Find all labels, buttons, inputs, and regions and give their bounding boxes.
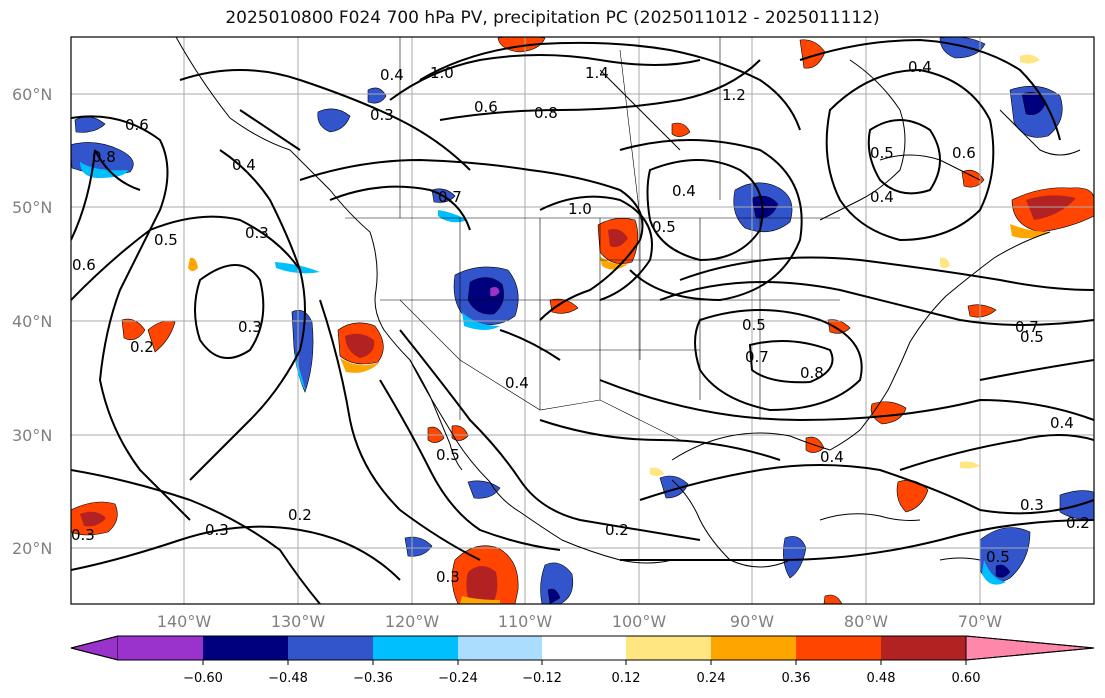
contour-label: 1.4	[585, 64, 609, 82]
lat-label: 30°N	[12, 426, 52, 445]
contour-label: 0.5	[870, 144, 894, 162]
colorbar-segment	[288, 636, 373, 660]
colorbar-tick-label: −0.60	[183, 671, 223, 686]
contour-label: 0.5	[986, 548, 1010, 566]
colorbar: −0.60 −0.48 −0.36 −0.24 −0.12 0.12 0.24 …	[70, 635, 1095, 686]
contour-label: 0.6	[952, 144, 976, 162]
contour-label: 1.0	[568, 200, 592, 218]
contour-label: 1.0	[430, 64, 454, 82]
colorbar-tick-label: −0.48	[268, 671, 308, 686]
map-frame	[70, 36, 1095, 605]
colorbar-tick-label: 0.12	[612, 671, 641, 686]
contour-label: 0.2	[288, 506, 312, 524]
contour-label: 0.8	[534, 104, 558, 122]
contour-label: 0.3	[370, 106, 394, 124]
colorbar-segment	[626, 636, 711, 660]
map-title: 2025010800 F024 700 hPa PV, precipitatio…	[225, 8, 880, 28]
colorbar-tick-label: −0.12	[522, 671, 562, 686]
contour-label: 0.6	[125, 116, 149, 134]
lon-label: 70°W	[958, 612, 1002, 631]
graticule	[71, 37, 1094, 604]
contour-label: 0.3	[1020, 496, 1044, 514]
colorbar-segment	[458, 636, 542, 660]
latitude-labels: 60°N 50°N 40°N 30°N 20°N	[12, 85, 52, 558]
colorbar-segment	[711, 636, 796, 660]
contour-label: 0.3	[238, 318, 262, 336]
contour-label: 0.7	[745, 348, 769, 366]
lon-label: 100°W	[612, 612, 667, 631]
colorbar-segment	[542, 636, 626, 660]
colorbar-tick-label: 0.48	[867, 671, 896, 686]
colorbar-extend-high	[965, 635, 1095, 661]
precip-shading	[71, 37, 1094, 604]
lon-label: 80°W	[844, 612, 888, 631]
colorbar-segment	[373, 636, 458, 660]
contour-label: 0.7	[438, 188, 462, 206]
contour-label: 0.6	[72, 256, 96, 274]
colorbar-tick-label: −0.36	[353, 671, 393, 686]
lon-label: 140°W	[157, 612, 212, 631]
contour-label: 0.6	[474, 98, 498, 116]
contour-label: 0.2	[605, 521, 629, 539]
lon-label: 110°W	[498, 612, 553, 631]
contour-label: 0.4	[232, 156, 256, 174]
contour-label: 0.7	[1015, 318, 1039, 336]
contour-label: 1.2	[722, 86, 746, 104]
lat-label: 20°N	[12, 539, 52, 558]
colorbar-tick-label: 0.36	[782, 671, 811, 686]
contour-label: 0.2	[1066, 514, 1090, 532]
colorbar-extend-low	[70, 635, 119, 661]
colorbar-tick-label: 0.24	[697, 671, 726, 686]
contour-label: 0.5	[154, 231, 178, 249]
contour-label: 0.4	[505, 374, 529, 392]
contour-label: 0.4	[1050, 414, 1074, 432]
contour-label: 0.2	[130, 338, 154, 356]
contour-label: 0.5	[436, 446, 460, 464]
contour-label: 0.8	[800, 364, 824, 382]
coastlines	[175, 37, 1081, 568]
colorbar-segment	[203, 636, 288, 660]
contour-label: 0.4	[672, 182, 696, 200]
contour-label: 0.8	[92, 148, 116, 166]
contour-labels: 0.6 0.8 0.6 0.5 0.4 0.3 0.4 1.0 1.4 1.2 …	[71, 58, 1090, 586]
contour-label: 0.3	[71, 526, 95, 544]
lat-label: 50°N	[12, 198, 52, 217]
lon-label: 90°W	[730, 612, 774, 631]
contour-label: 0.4	[820, 448, 844, 466]
lat-label: 60°N	[12, 85, 52, 104]
contour-label: 0.4	[870, 188, 894, 206]
contour-label: 0.4	[908, 58, 932, 76]
contour-label: 0.4	[380, 66, 404, 84]
pv-contours-west	[94, 109, 301, 271]
colorbar-segment	[118, 636, 203, 660]
lon-label: 120°W	[385, 612, 440, 631]
lon-label: 130°W	[271, 612, 326, 631]
longitude-labels: 140°W 130°W 120°W 110°W 100°W 90°W 80°W …	[157, 612, 1002, 631]
contour-label: 0.3	[205, 521, 229, 539]
colorbar-segment	[881, 636, 966, 660]
political-borders	[345, 37, 840, 441]
colorbar-tick-label: 0.60	[952, 671, 981, 686]
colorbar-tick-label: −0.24	[438, 671, 478, 686]
contour-label: 0.5	[742, 316, 766, 334]
colorbar-segment	[796, 636, 881, 660]
contour-label: 0.3	[436, 568, 460, 586]
contour-label: 0.5	[1020, 328, 1044, 346]
contour-label: 0.3	[245, 224, 269, 242]
contour-label: 0.5	[652, 218, 676, 236]
lat-label: 40°N	[12, 312, 52, 331]
